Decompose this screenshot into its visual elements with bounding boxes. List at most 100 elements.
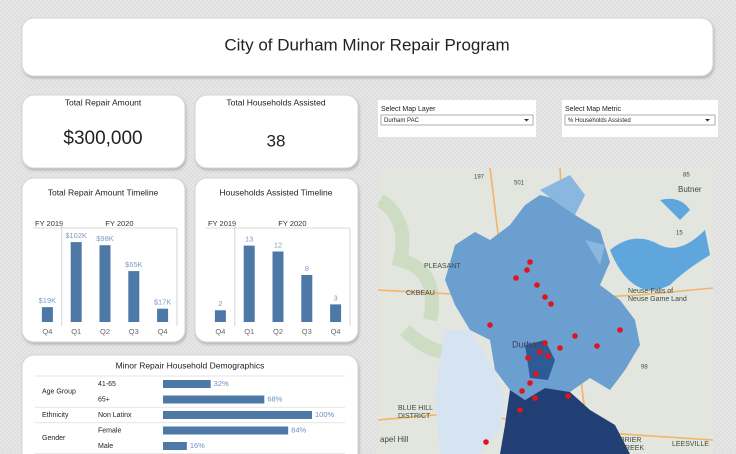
bar (163, 411, 312, 419)
dashboard-title: City of Durham Minor Repair Program (224, 35, 509, 54)
map-label: BLUE HILL (398, 405, 433, 412)
x-tick-label: Q1 (71, 327, 81, 336)
bar (330, 304, 342, 322)
category-label: Female (98, 427, 121, 434)
kpi-label: Total Households Assisted (226, 97, 325, 107)
map-points (483, 259, 623, 445)
x-tick-label: Q3 (129, 327, 139, 336)
road-shield: 85 (683, 173, 690, 179)
dropdown-value[interactable]: % Households Assisted (568, 118, 631, 124)
value-label: 12 (274, 240, 282, 249)
period-label: FY 2019 (35, 219, 63, 228)
category-label: 65+ (98, 396, 110, 403)
value-label: 100% (315, 410, 335, 419)
bar (214, 310, 226, 322)
period-label: FY 2020 (278, 219, 306, 228)
bar (157, 308, 169, 322)
value-label: 13 (245, 235, 253, 244)
value-label: $17K (154, 298, 172, 307)
road-shield: 15 (676, 231, 683, 237)
map[interactable]: Butner Neuse-Falls of Neuse Game Land PL… (378, 168, 713, 454)
x-tick-label: Q2 (100, 327, 110, 336)
bar (41, 307, 53, 322)
map-label: PLEASANT (424, 263, 461, 270)
value-label: 3 (334, 293, 338, 302)
group-label: Gender (42, 435, 66, 442)
map-label: Neuse Game Land (628, 296, 687, 303)
dropdown-arrow[interactable] (524, 119, 529, 122)
road-shield: 98 (641, 365, 648, 371)
chart-title: Households Assisted Timeline (220, 187, 333, 197)
value-label: 16% (190, 441, 205, 450)
bar (163, 426, 289, 435)
group-label: Ethnicity (42, 412, 69, 419)
dropdown[interactable]: % Households Assisted (564, 114, 716, 126)
dropdown-value[interactable]: Durham PAC (384, 118, 420, 124)
dropdown-box[interactable] (380, 114, 534, 126)
dropdown-box[interactable] (564, 114, 716, 126)
bar (272, 251, 284, 322)
map-label: apel Hill (380, 435, 409, 444)
filter-label: Select Map Metric (565, 106, 622, 113)
map-label: CREEK (620, 445, 644, 452)
period-label: FY 2020 (105, 219, 133, 228)
filter-label: Select Map Layer (381, 106, 436, 113)
value-label: $65K (125, 260, 143, 269)
x-tick-label: Q1 (244, 327, 254, 336)
group-label: Age Group (42, 389, 76, 396)
chart-title: Total Repair Amount Timeline (48, 187, 159, 197)
map-label: LEESVILLE (672, 441, 709, 448)
kpi-value: 38 (267, 131, 286, 150)
bar (163, 380, 211, 388)
value-label: 8 (305, 264, 309, 273)
x-tick-label: Q4 (215, 327, 225, 336)
map-label: BRIER (620, 437, 641, 444)
map-label: DISTRICT (398, 413, 431, 420)
kpi-card (194, 94, 359, 169)
region (435, 330, 505, 454)
bar (301, 275, 313, 322)
dropdown-arrow[interactable] (705, 119, 710, 122)
bar (99, 245, 111, 322)
region (540, 175, 605, 265)
lake (610, 198, 710, 290)
region (500, 388, 630, 454)
bar (163, 442, 187, 450)
bar (243, 245, 255, 322)
x-tick-label: Q4 (158, 327, 168, 336)
map-label: Durham (512, 339, 544, 349)
value-label: 2 (218, 299, 222, 308)
value-label: 84% (291, 425, 306, 434)
kpi-value: $300,000 (63, 128, 142, 149)
charts: Total Repair Amount Timeline FY 2019 FY 20… (33, 187, 351, 454)
x-tick-label: Q4 (42, 327, 52, 336)
x-tick-label: Q3 (302, 327, 312, 336)
value-label: $98K (96, 234, 114, 243)
x-tick-label: Q2 (273, 327, 283, 336)
kpi-label: Total Repair Amount (65, 97, 142, 107)
chart-title: Minor Repair Household Demographics (116, 360, 265, 370)
period-label: FY 2019 (208, 219, 236, 228)
road-shield: 501 (514, 181, 525, 187)
map-label: Neuse-Falls of (628, 288, 673, 295)
bar (163, 395, 265, 404)
category-label: 41-65 (98, 381, 116, 388)
dropdown[interactable]: Durham PAC (380, 114, 534, 126)
category-label: Non Latinx (98, 412, 132, 419)
map-label: Butner (678, 185, 702, 194)
bar (128, 271, 140, 322)
map-label: CKBEAU (406, 290, 435, 297)
value-label: $19K (39, 296, 57, 305)
bar (70, 242, 82, 322)
category-label: Male (98, 443, 113, 450)
value-label: 68% (267, 394, 282, 403)
value-label: 32% (214, 379, 229, 388)
road-shield: 197 (474, 175, 485, 181)
title-card (21, 17, 714, 77)
region (525, 340, 555, 380)
value-label: $102K (65, 231, 87, 240)
kpi-card (21, 94, 186, 169)
x-tick-label: Q4 (331, 327, 341, 336)
